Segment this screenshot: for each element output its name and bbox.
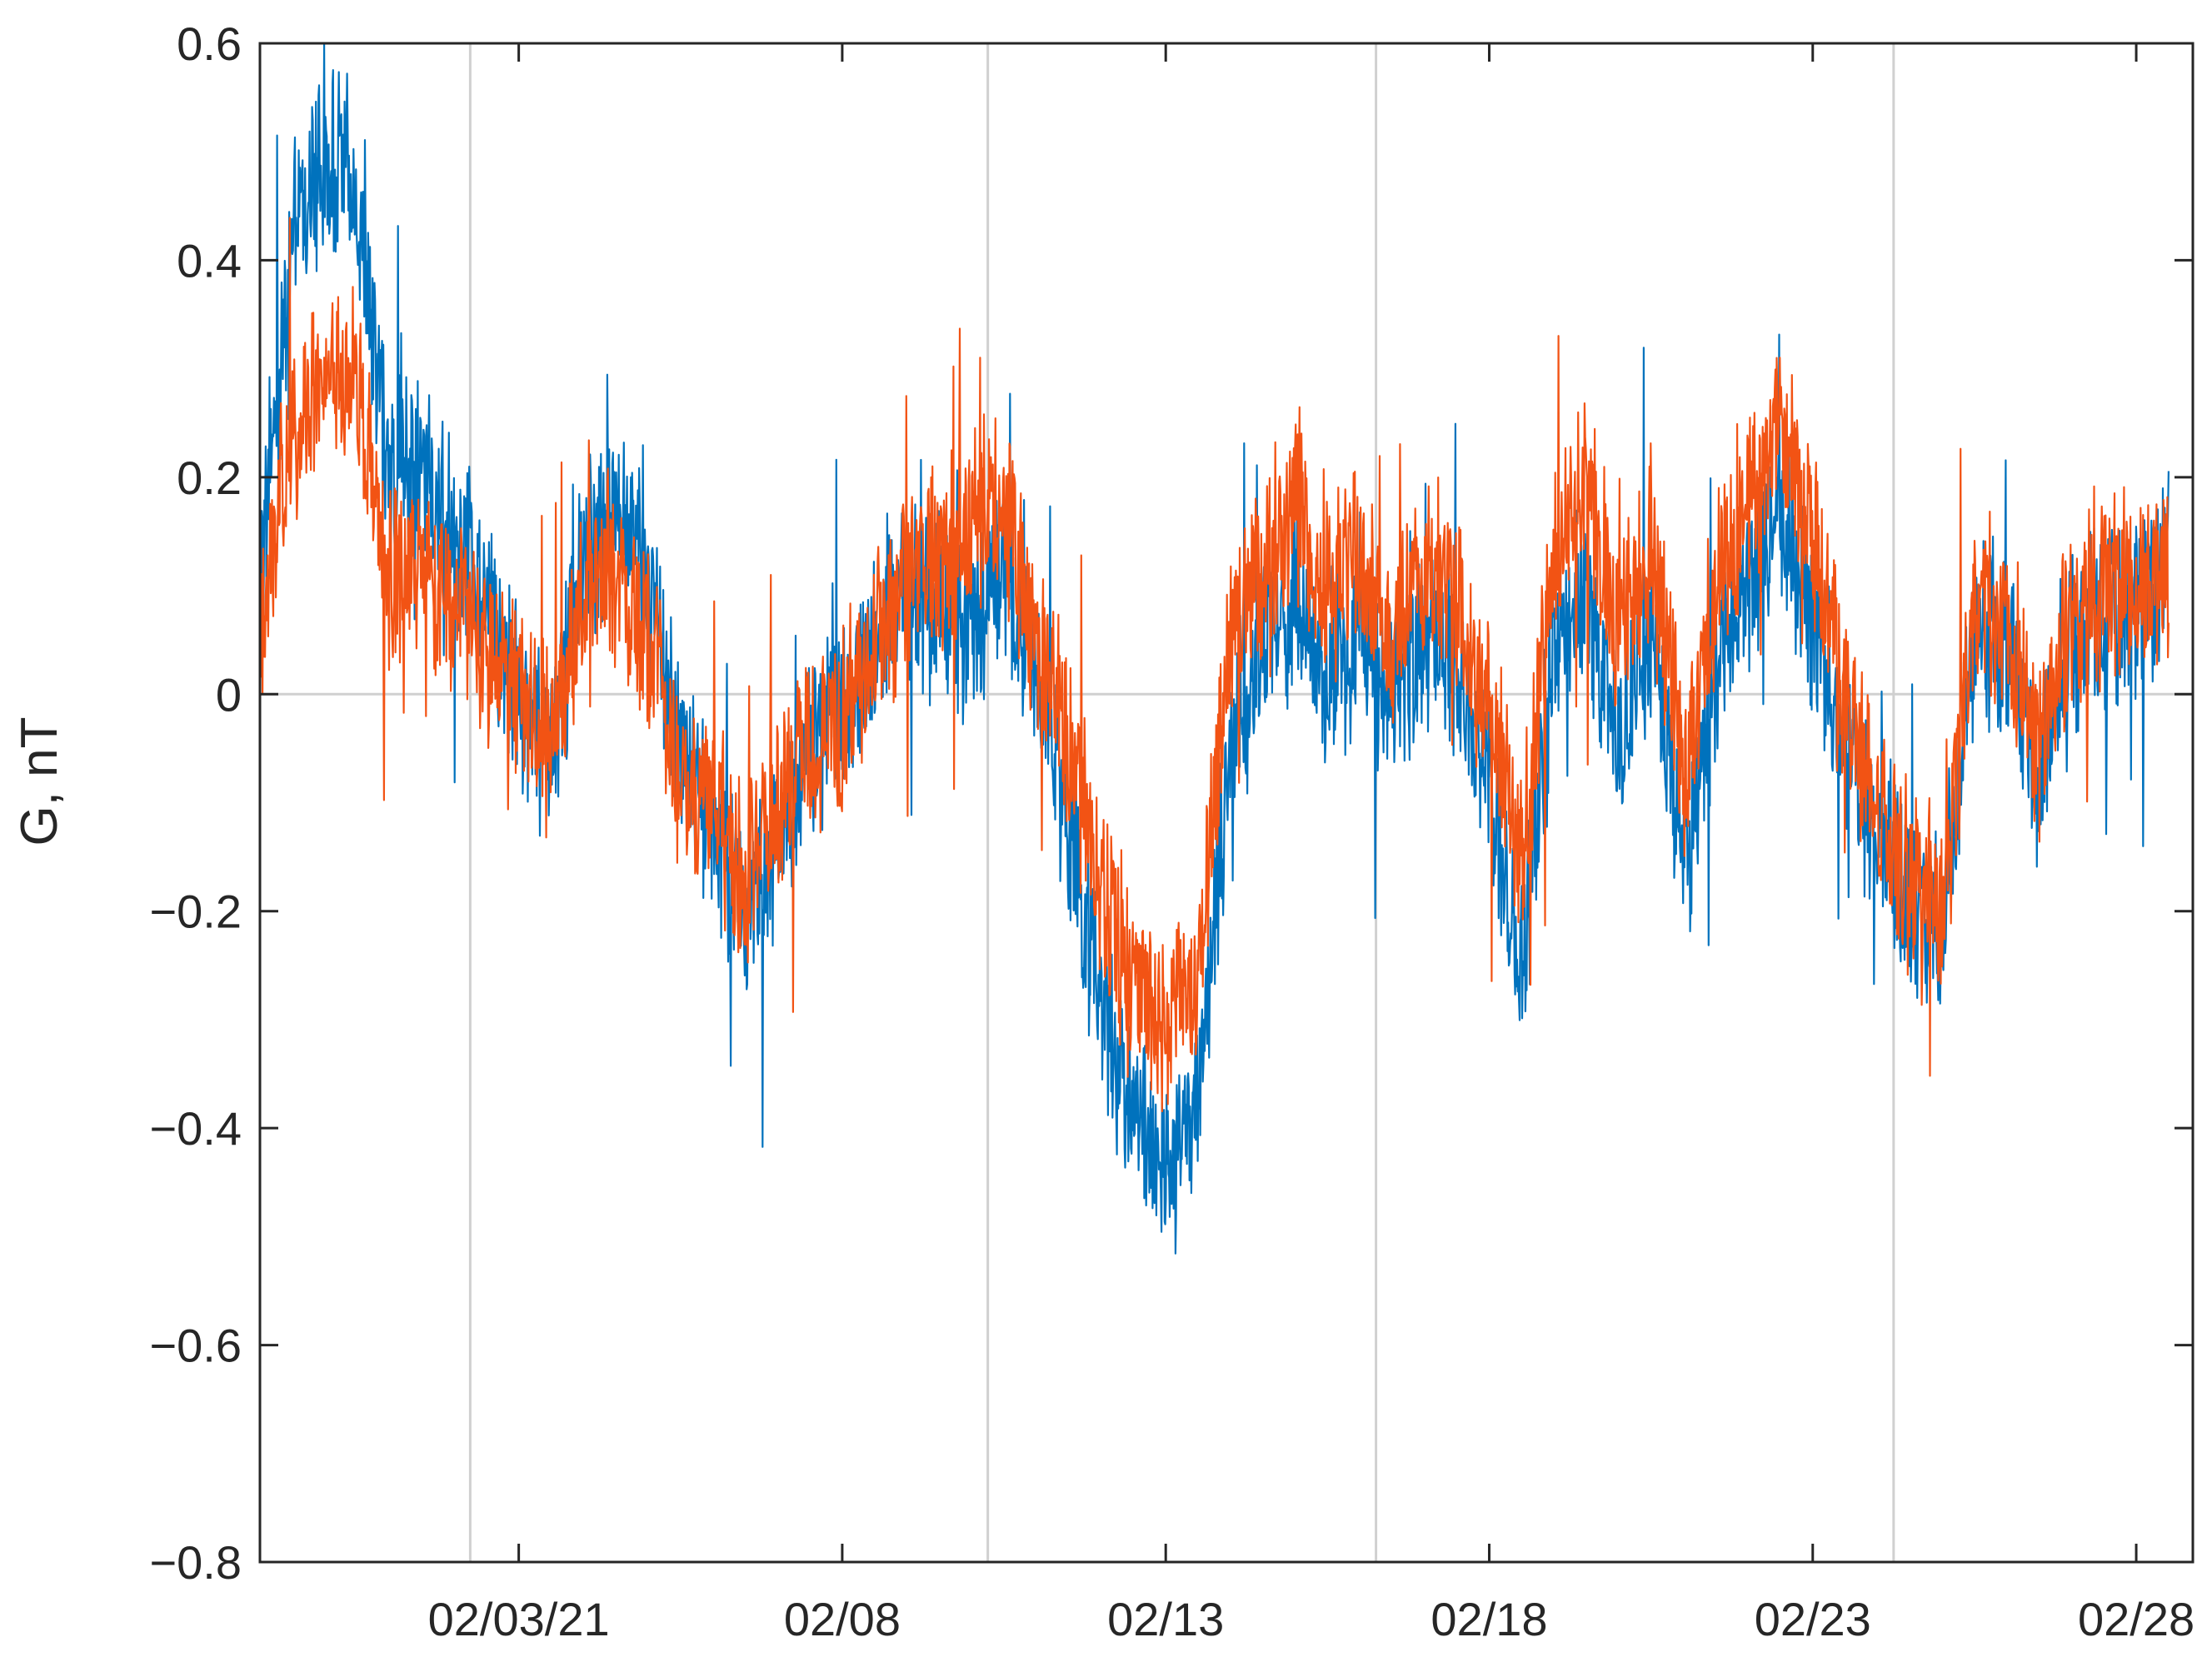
y-tick-label: −0.4	[149, 1102, 242, 1155]
y-tick-label: 0.4	[177, 234, 242, 287]
series-2-line	[258, 217, 2170, 1113]
x-tick-label: 02/28	[2078, 1593, 2195, 1645]
y-tick-label: −0.2	[149, 886, 242, 938]
y-axis-title: G, nT	[11, 716, 68, 846]
axes-frame	[258, 42, 2195, 1564]
plot-area	[258, 42, 2170, 1255]
y-tick-label: −0.6	[149, 1320, 242, 1372]
y-tick-label: 0.6	[177, 17, 242, 70]
x-tick-label: 02/18	[1431, 1593, 1547, 1645]
x-tick-label: 02/03/21	[428, 1593, 610, 1645]
x-tick-label: 02/13	[1107, 1593, 1224, 1645]
y-tick-label: 0	[216, 668, 242, 721]
y-tick-labels: −0.8 −0.6 −0.4 −0.2 0 0.2 0.4 0.6	[149, 17, 242, 1589]
axes	[258, 42, 2195, 1564]
x-tick-labels: 02/03/21 02/08 02/13 02/18 02/23 02/28	[428, 1593, 2195, 1645]
x-tick-label: 02/08	[784, 1593, 901, 1645]
y-tick-label: −0.8	[149, 1536, 242, 1589]
x-tick-label: 02/23	[1755, 1593, 1871, 1645]
y-tick-label: 0.2	[177, 452, 242, 504]
